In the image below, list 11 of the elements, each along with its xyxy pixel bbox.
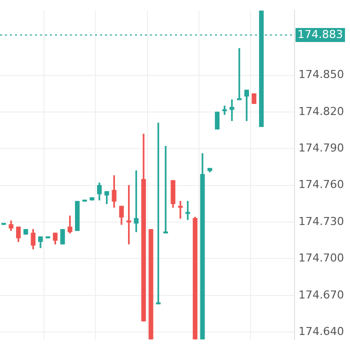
y-tick-label: 174.760 — [298, 178, 344, 192]
y-tick-label: 174.670 — [298, 288, 344, 302]
y-tick-label: 174.820 — [298, 104, 344, 118]
y-tick-label: 174.850 — [298, 68, 344, 82]
candlestick — [230, 100, 234, 121]
y-tick-label: 174.700 — [298, 252, 344, 265]
candlestick — [156, 122, 161, 304]
y-tick-label: 174.640 — [298, 324, 344, 338]
ref-line-label: 174.883 — [298, 28, 344, 41]
y-tick-label: 174.730 — [298, 214, 344, 228]
y-tick-label: 174.790 — [298, 142, 344, 155]
